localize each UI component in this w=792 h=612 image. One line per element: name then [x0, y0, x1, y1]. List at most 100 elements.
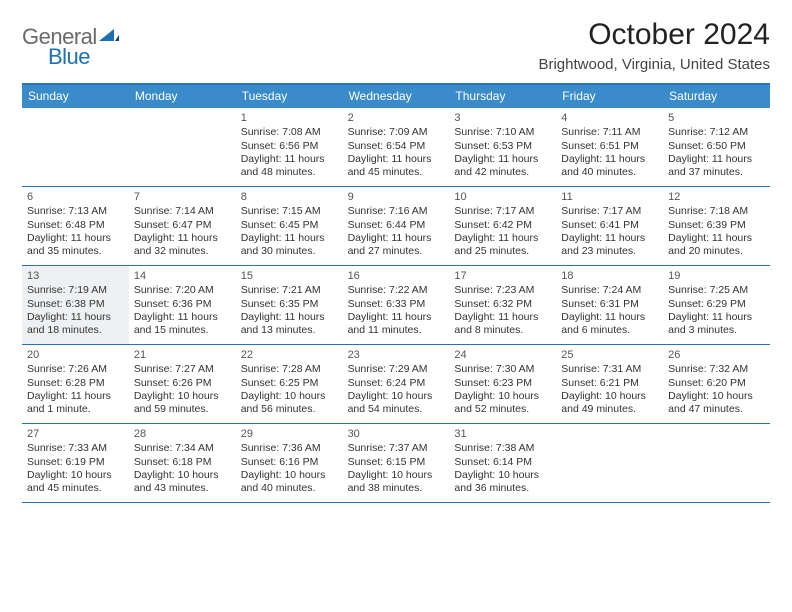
day-number: 8: [241, 190, 338, 204]
dayname-sat: Saturday: [663, 85, 770, 108]
day-cell: 7Sunrise: 7:14 AMSunset: 6:47 PMDaylight…: [129, 187, 236, 265]
sunrise-text: Sunrise: 7:21 AM: [241, 284, 338, 297]
calendar-page: GeneralBlue October 2024 Brightwood, Vir…: [0, 0, 792, 513]
sunset-text: Sunset: 6:33 PM: [348, 298, 445, 311]
day-cell: 21Sunrise: 7:27 AMSunset: 6:26 PMDayligh…: [129, 345, 236, 423]
empty-cell: [129, 108, 236, 186]
sunrise-text: Sunrise: 7:11 AM: [561, 126, 658, 139]
daylight-text: Daylight: 11 hours and 6 minutes.: [561, 311, 658, 338]
day-cell: 2Sunrise: 7:09 AMSunset: 6:54 PMDaylight…: [343, 108, 450, 186]
dayname-mon: Monday: [129, 85, 236, 108]
day-number: 18: [561, 269, 658, 283]
dayname-sun: Sunday: [22, 85, 129, 108]
dayname-row: Sunday Monday Tuesday Wednesday Thursday…: [22, 85, 770, 108]
day-cell: 9Sunrise: 7:16 AMSunset: 6:44 PMDaylight…: [343, 187, 450, 265]
day-cell: 26Sunrise: 7:32 AMSunset: 6:20 PMDayligh…: [663, 345, 770, 423]
sunrise-text: Sunrise: 7:08 AM: [241, 126, 338, 139]
location-label: Brightwood, Virginia, United States: [538, 56, 770, 73]
sunset-text: Sunset: 6:23 PM: [454, 377, 551, 390]
daylight-text: Daylight: 11 hours and 32 minutes.: [134, 232, 231, 259]
day-cell: 3Sunrise: 7:10 AMSunset: 6:53 PMDaylight…: [449, 108, 556, 186]
day-number: 26: [668, 348, 765, 362]
sunset-text: Sunset: 6:19 PM: [27, 456, 124, 469]
week-row: 1Sunrise: 7:08 AMSunset: 6:56 PM Daylight…: [22, 108, 770, 187]
daylight-text: Daylight: 10 hours and 54 minutes.: [348, 390, 445, 417]
sunset-text: Sunset: 6:44 PM: [348, 219, 445, 232]
sunset-text: Sunset: 6:54 PM: [348, 140, 445, 153]
daylight-text: Daylight: 10 hours and 59 minutes.: [134, 390, 231, 417]
sunset-text: Sunset: 6:29 PM: [668, 298, 765, 311]
sunset-text: Sunset: 6:47 PM: [134, 219, 231, 232]
day-number: 2: [348, 111, 445, 125]
sunrise-text: Sunrise: 7:10 AM: [454, 126, 551, 139]
day-number: 19: [668, 269, 765, 283]
day-cell: 10Sunrise: 7:17 AMSunset: 6:42 PMDayligh…: [449, 187, 556, 265]
dayname-wed: Wednesday: [343, 85, 450, 108]
sunset-text: Sunset: 6:39 PM: [668, 219, 765, 232]
day-cell: 14Sunrise: 7:20 AMSunset: 6:36 PMDayligh…: [129, 266, 236, 344]
day-cell: 23Sunrise: 7:29 AMSunset: 6:24 PMDayligh…: [343, 345, 450, 423]
daylight-text: Daylight: 11 hours and 37 minutes.: [668, 153, 765, 180]
sunrise-text: Sunrise: 7:20 AM: [134, 284, 231, 297]
daylight-text: Daylight: 11 hours and 23 minutes.: [561, 232, 658, 259]
sunrise-text: Sunrise: 7:28 AM: [241, 363, 338, 376]
sunrise-text: Sunrise: 7:15 AM: [241, 205, 338, 218]
day-number: 14: [134, 269, 231, 283]
sunrise-text: Sunrise: 7:17 AM: [561, 205, 658, 218]
day-number: 3: [454, 111, 551, 125]
day-number: 23: [348, 348, 445, 362]
sunrise-text: Sunrise: 7:37 AM: [348, 442, 445, 455]
sunrise-text: Sunrise: 7:32 AM: [668, 363, 765, 376]
sunrise-text: Sunrise: 7:30 AM: [454, 363, 551, 376]
sunrise-text: Sunrise: 7:19 AM: [27, 284, 124, 297]
sunset-text: Sunset: 6:25 PM: [241, 377, 338, 390]
daylight-text: Daylight: 10 hours and 47 minutes.: [668, 390, 765, 417]
sunrise-text: Sunrise: 7:31 AM: [561, 363, 658, 376]
day-cell: 15Sunrise: 7:21 AMSunset: 6:35 PMDayligh…: [236, 266, 343, 344]
daylight-text: Daylight: 11 hours and 40 minutes.: [561, 153, 658, 180]
sunset-text: Sunset: 6:14 PM: [454, 456, 551, 469]
sunset-text: Sunset: 6:15 PM: [348, 456, 445, 469]
dayname-fri: Friday: [556, 85, 663, 108]
day-cell: 12Sunrise: 7:18 AMSunset: 6:39 PMDayligh…: [663, 187, 770, 265]
calendar-grid: Sunday Monday Tuesday Wednesday Thursday…: [22, 83, 770, 503]
day-number: 10: [454, 190, 551, 204]
sunrise-text: Sunrise: 7:34 AM: [134, 442, 231, 455]
day-cell: 29Sunrise: 7:36 AMSunset: 6:16 PMDayligh…: [236, 424, 343, 502]
day-number: 13: [27, 269, 124, 283]
sunrise-text: Sunrise: 7:17 AM: [454, 205, 551, 218]
empty-cell: [663, 424, 770, 502]
empty-cell: [22, 108, 129, 186]
daylight-text: Daylight: 10 hours and 38 minutes.: [348, 469, 445, 496]
day-number: 7: [134, 190, 231, 204]
day-number: 6: [27, 190, 124, 204]
daylight-text: Daylight: 11 hours and 11 minutes.: [348, 311, 445, 338]
sunset-text: Sunset: 6:53 PM: [454, 140, 551, 153]
daylight-text: Daylight: 11 hours and 42 minutes.: [454, 153, 551, 180]
day-cell: 27Sunrise: 7:33 AMSunset: 6:19 PMDayligh…: [22, 424, 129, 502]
day-number: 31: [454, 427, 551, 441]
sunset-text: Sunset: 6:56 PM: [241, 140, 338, 153]
sunrise-text: Sunrise: 7:22 AM: [348, 284, 445, 297]
day-cell: 20Sunrise: 7:26 AMSunset: 6:28 PMDayligh…: [22, 345, 129, 423]
day-number: 17: [454, 269, 551, 283]
sunrise-text: Sunrise: 7:27 AM: [134, 363, 231, 376]
sunset-text: Sunset: 6:16 PM: [241, 456, 338, 469]
sunset-text: Sunset: 6:42 PM: [454, 219, 551, 232]
daylight-text: Daylight: 11 hours and 35 minutes.: [27, 232, 124, 259]
title-block: October 2024 Brightwood, Virginia, Unite…: [538, 18, 770, 73]
day-number: 29: [241, 427, 338, 441]
daylight-text: Daylight: 10 hours and 45 minutes.: [27, 469, 124, 496]
day-number: 4: [561, 111, 658, 125]
daylight-text: Daylight: 11 hours and 3 minutes.: [668, 311, 765, 338]
daylight-text: Daylight: 10 hours and 52 minutes.: [454, 390, 551, 417]
sunset-text: Sunset: 6:35 PM: [241, 298, 338, 311]
sunset-text: Sunset: 6:24 PM: [348, 377, 445, 390]
day-cell: 11Sunrise: 7:17 AMSunset: 6:41 PMDayligh…: [556, 187, 663, 265]
day-cell: 24Sunrise: 7:30 AMSunset: 6:23 PMDayligh…: [449, 345, 556, 423]
sunrise-text: Sunrise: 7:13 AM: [27, 205, 124, 218]
dayname-tue: Tuesday: [236, 85, 343, 108]
sunrise-text: Sunrise: 7:23 AM: [454, 284, 551, 297]
day-number: 1: [241, 111, 338, 125]
day-cell: 8Sunrise: 7:15 AMSunset: 6:45 PMDaylight…: [236, 187, 343, 265]
